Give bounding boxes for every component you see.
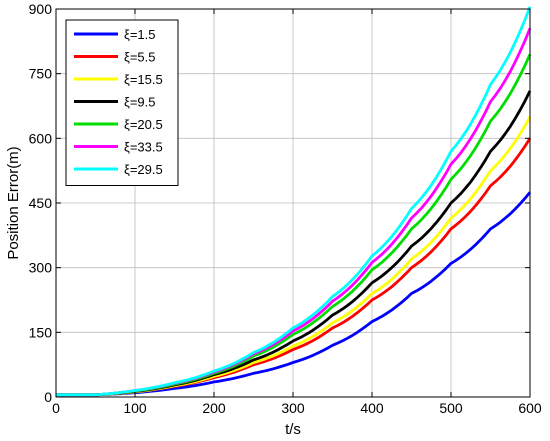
legend-entry-label: ξ=15.5 xyxy=(124,72,163,87)
legend: ξ=1.5 ξ=5.5 ξ=15.5 ξ=9.5 ξ=20.5 ξ=33.5 ξ=29.5 xyxy=(65,19,179,186)
y-tick-label: 600 xyxy=(29,130,53,146)
legend-entry-label: ξ=29.5 xyxy=(124,162,163,177)
x-axis-label: t/s xyxy=(285,421,301,438)
x-tick-label: 200 xyxy=(202,400,226,416)
y-tick-label: 750 xyxy=(29,66,53,82)
x-tick-label: 500 xyxy=(439,400,463,416)
ticks xyxy=(55,8,531,398)
x-tick-label: 0 xyxy=(52,400,60,416)
legend-entry-label: ξ=20.5 xyxy=(124,117,163,132)
legend-entry-label: ξ=5.5 xyxy=(124,50,155,65)
y-tick-label: 900 xyxy=(29,1,53,17)
x-tick-label: 100 xyxy=(123,400,147,416)
legend-entry-label: ξ=33.5 xyxy=(124,140,163,155)
x-tick-label: 400 xyxy=(360,400,384,416)
tick-labels: 0 100 200 300 400 500 600 0 150 300 450 600 750 900 xyxy=(29,1,542,416)
y-tick-label: 0 xyxy=(44,389,52,405)
x-tick-label: 600 xyxy=(518,400,542,416)
y-tick-label: 150 xyxy=(29,324,53,340)
series-line xyxy=(56,6,532,397)
y-tick-label: 450 xyxy=(29,195,53,211)
legend-entry-label: ξ=1.5 xyxy=(124,27,155,42)
legend-entry-label: ξ=9.5 xyxy=(124,95,155,110)
y-axis-label: Position Error(m) xyxy=(5,146,22,259)
x-tick-label: 300 xyxy=(281,400,305,416)
y-tick-label: 300 xyxy=(29,260,53,276)
